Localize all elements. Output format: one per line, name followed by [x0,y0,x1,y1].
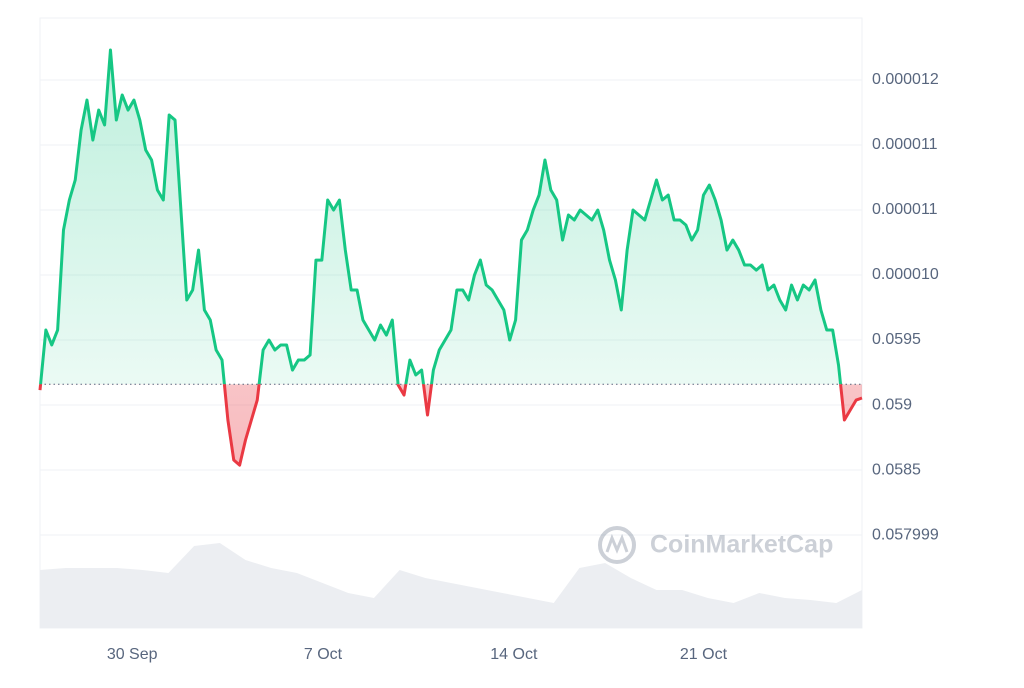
y-tick-label: 0.057999 [872,526,939,543]
volume-area [40,543,862,628]
y-tick-label: 0.0585 [872,461,921,478]
area-above [40,49,862,385]
y-tick-label: 0.000011 [872,136,938,153]
watermark: CoinMarketCap [598,526,833,564]
area-below [40,384,862,466]
watermark-text: CoinMarketCap [650,531,833,559]
price-line-up [39,48,843,385]
x-tick-label: 7 Oct [304,646,343,663]
y-tick-label: 0.000012 [872,71,939,88]
y-tick-label: 0.059 [872,396,912,413]
x-tick-label: 30 Sep [107,646,158,663]
x-tick-label: 21 Oct [680,646,728,663]
y-tick-label: 0.000010 [872,266,939,283]
x-tick-label: 14 Oct [490,646,538,663]
y-tick-label: 0.0595 [872,331,921,348]
y-tick-label: 0.000011 [872,201,938,218]
